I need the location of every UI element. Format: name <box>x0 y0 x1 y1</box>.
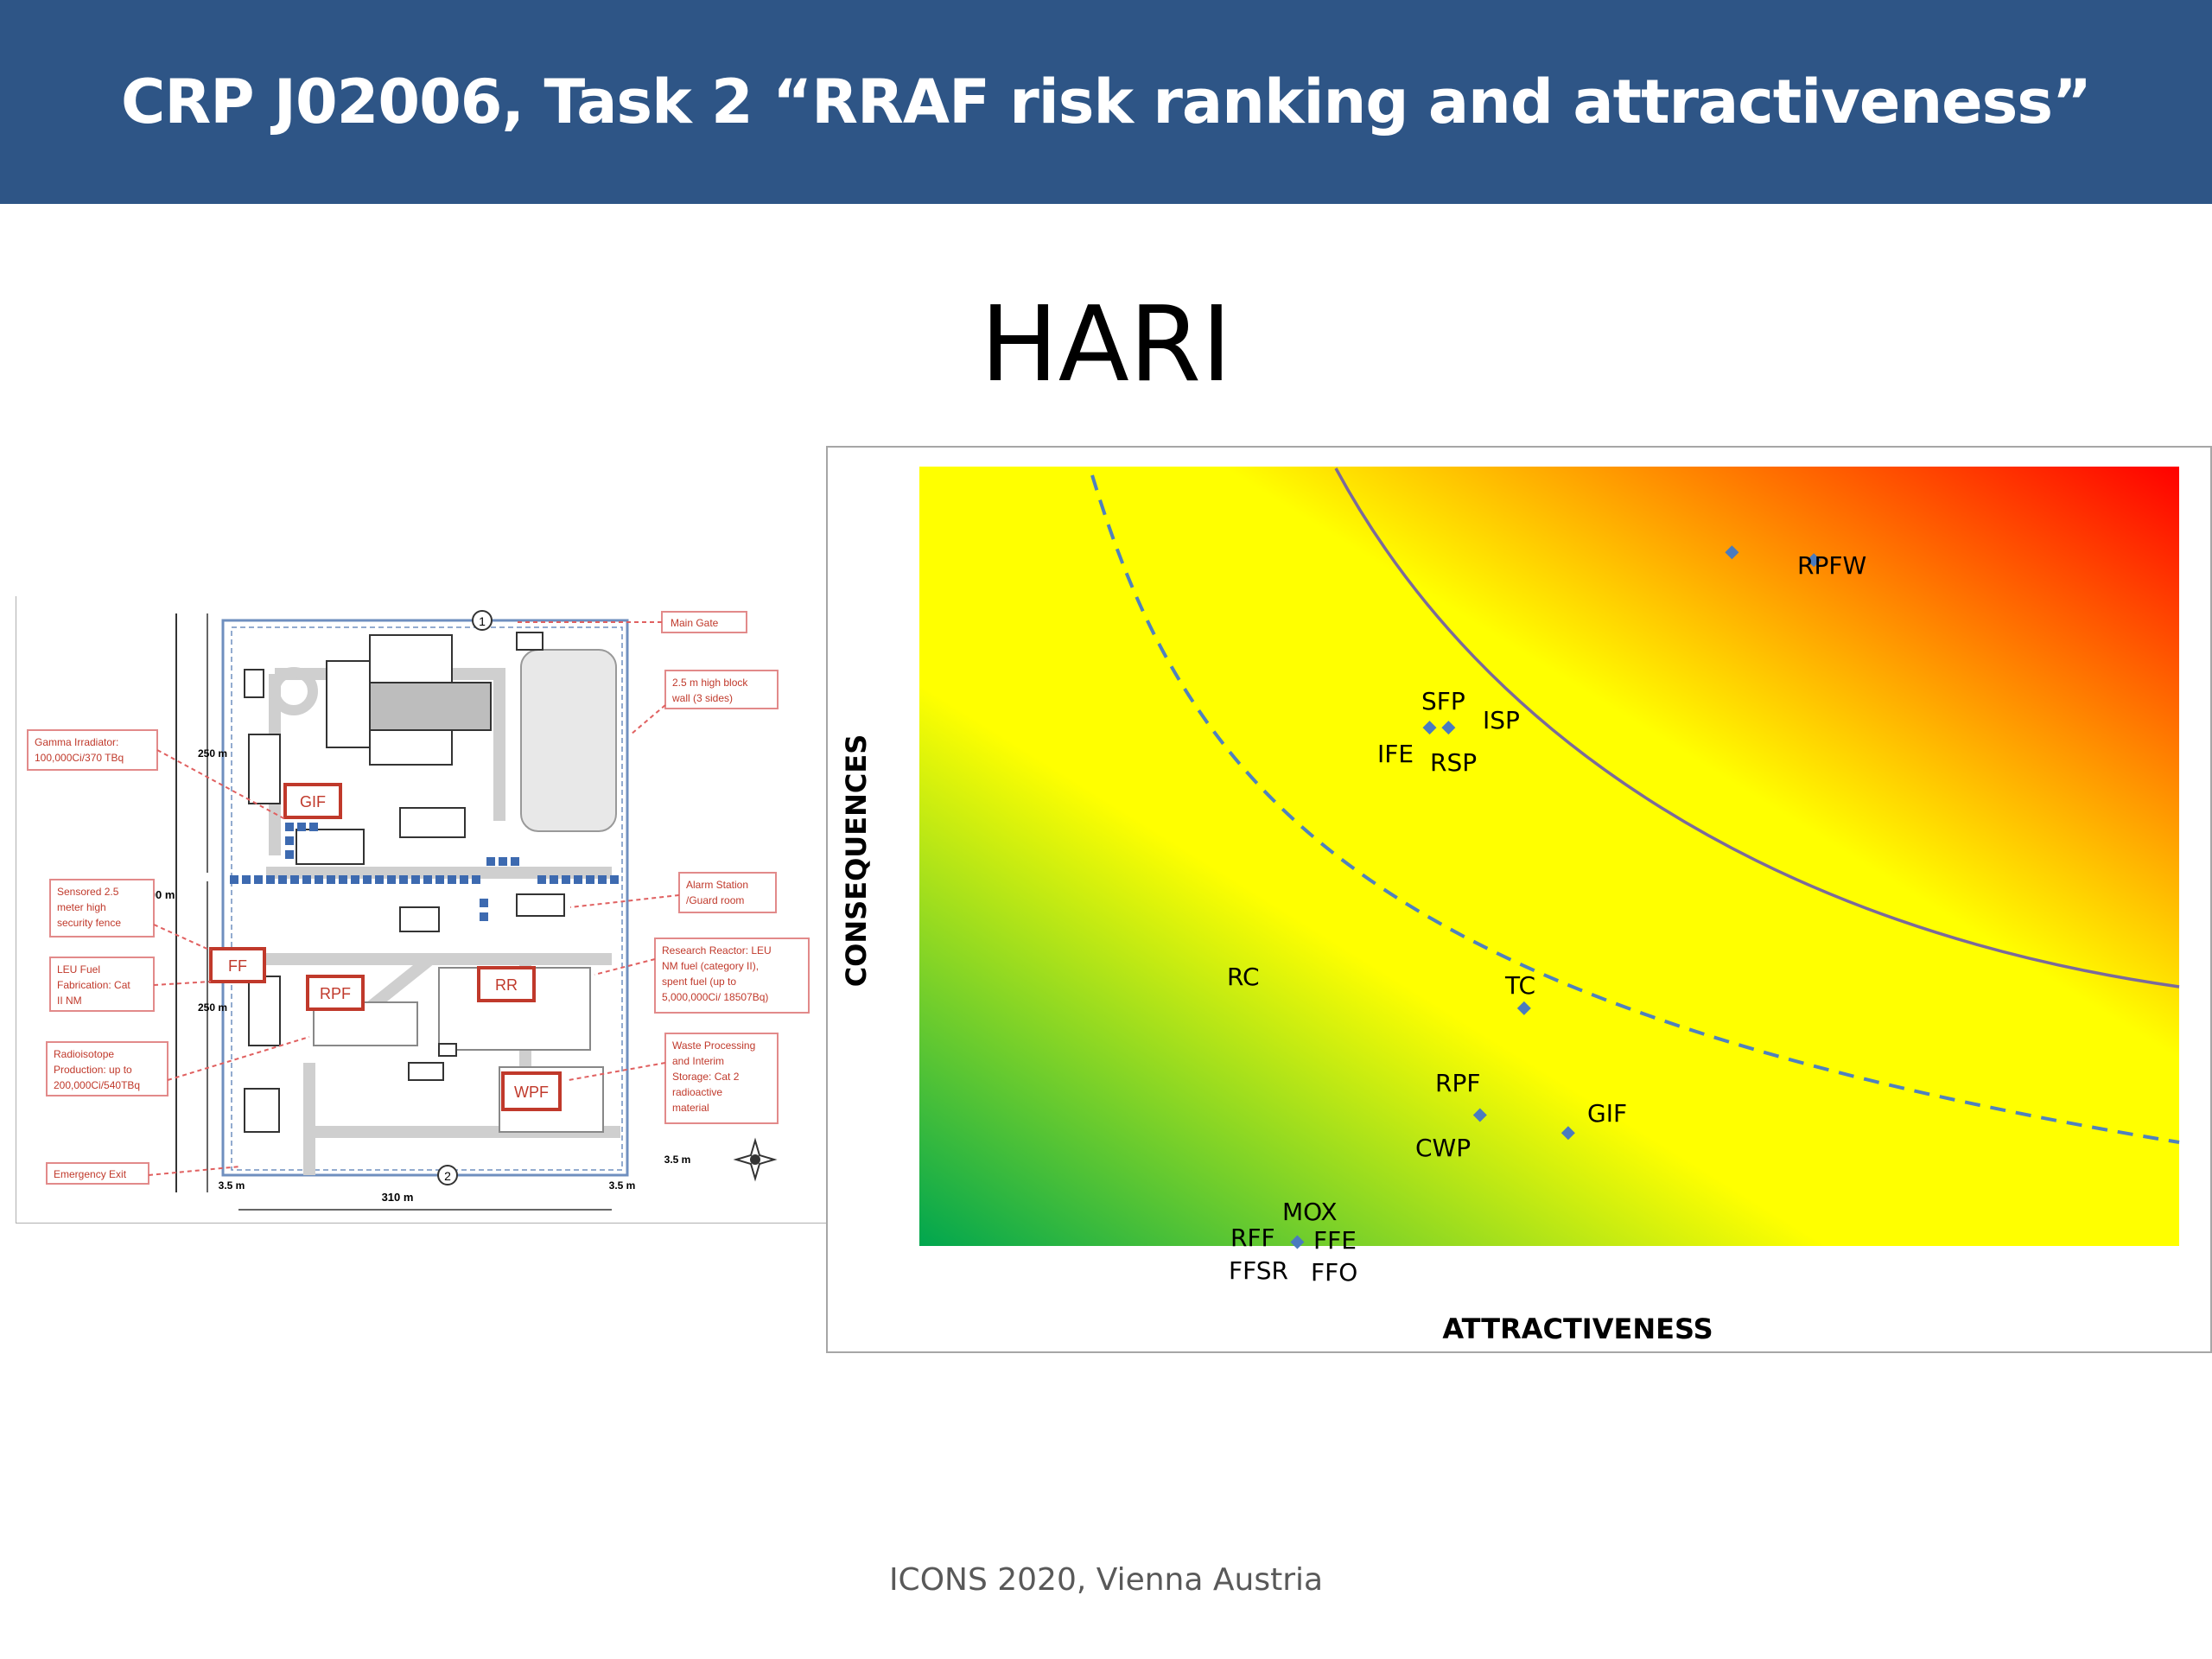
slide-footer: ICONS 2020, Vienna Austria <box>888 1562 1324 1598</box>
label-isp: ISP <box>1483 706 1520 734</box>
point-sfp <box>1422 721 1437 735</box>
callout-gamma-2: 100,000Ci/370 TBq <box>35 752 124 764</box>
header-banner: CRP J02006, Task 2 “RRAF risk ranking an… <box>0 0 2212 204</box>
label-rff: RFF <box>1230 1224 1275 1252</box>
point-gif <box>1560 1126 1575 1141</box>
point-isp <box>1441 721 1456 735</box>
callout-wall-2: wall (3 sides) <box>671 692 733 704</box>
label-rsp: RSP <box>1430 748 1477 777</box>
site-map-figure: GIF FF RPF RR WPF 1 2 500 m 250 m 250 m … <box>16 596 826 1224</box>
callout-radio-2: Production: up to <box>54 1064 132 1076</box>
dim-width: 310 m <box>382 1191 414 1204</box>
dim-right-offset: 3.5 m <box>609 1179 636 1192</box>
callout-fence-3: security fence <box>57 917 121 929</box>
label-ife: IFE <box>1377 740 1414 768</box>
label-ffo: FFO <box>1311 1258 1357 1287</box>
site-label-gif: GIF <box>300 793 326 810</box>
risk-matrix-svg: RC RPFW SFP IFE ISP RSP TC RPF CWP GIF M… <box>826 446 2212 1353</box>
callout-waste-5: material <box>672 1102 709 1114</box>
label-ffsr: FFSR <box>1229 1256 1288 1285</box>
callout-waste-3: Storage: Cat 2 <box>672 1071 740 1083</box>
label-rpfw: RPFW <box>1797 551 1866 580</box>
point-tc <box>1516 1001 1531 1015</box>
point-rpf <box>1472 1108 1487 1122</box>
callout-wall-1: 2.5 m high block <box>672 677 748 689</box>
threshold-solid-line <box>1334 467 2180 988</box>
label-cwp: CWP <box>1415 1134 1471 1162</box>
callout-fence-1: Sensored 2.5 <box>57 886 119 898</box>
callout-alarm-2: /Guard room <box>686 894 744 906</box>
slide-title: HARI <box>980 285 1232 405</box>
callout-gamma-1: Gamma Irradiator: <box>35 736 118 748</box>
risk-matrix-chart: RC RPFW SFP IFE ISP RSP TC RPF CWP GIF M… <box>826 446 2212 1353</box>
callout-reactor-4: 5,000,000Ci/ 18507Bq) <box>662 991 768 1003</box>
callout-main-gate: Main Gate <box>671 617 719 629</box>
callout-emergency: Emergency Exit <box>54 1168 127 1180</box>
callout-alarm-1: Alarm Station <box>686 879 748 891</box>
compass-icon <box>733 1137 778 1182</box>
callout-reactor-1: Research Reactor: LEU <box>662 944 772 957</box>
dim-upper-height: 250 m <box>198 747 227 760</box>
callout-fence-2: meter high <box>57 901 106 913</box>
callout-leu-2: Fabrication: Cat <box>57 979 130 991</box>
site-label-rr: RR <box>495 976 518 994</box>
label-gif: GIF <box>1587 1099 1627 1128</box>
x-axis-label: ATTRACTIVENESS <box>1442 1313 1713 1345</box>
dim-lower-height: 250 m <box>198 1001 227 1014</box>
point-rpfw <box>1807 553 1821 568</box>
label-sfp: SFP <box>1421 687 1465 715</box>
site-marker-1: 1 <box>479 614 486 628</box>
chart-marks <box>1290 545 1821 1249</box>
callout-waste-4: radioactive <box>672 1086 722 1098</box>
callout-radio-3: 200,000Ci/540TBq <box>54 1079 140 1091</box>
callout-reactor-3: spent fuel (up to <box>662 976 736 988</box>
point-mox <box>1290 1235 1305 1249</box>
label-ffe: FFE <box>1313 1226 1357 1255</box>
label-rc: RC <box>1227 963 1260 991</box>
slide-header-title: CRP J02006, Task 2 “RRAF risk ranking an… <box>120 67 2092 137</box>
dim-right-gap: 3.5 m <box>664 1154 691 1166</box>
threshold-dashed-line <box>1090 474 2180 1144</box>
callout-waste-1: Waste Processing <box>672 1039 755 1052</box>
y-axis-label: CONSEQUENCES <box>840 734 873 988</box>
site-label-wpf: WPF <box>514 1084 549 1101</box>
site-marker-2: 2 <box>444 1169 451 1183</box>
callout-waste-2: and Interim <box>672 1055 724 1067</box>
site-label-rpf: RPF <box>320 985 351 1002</box>
label-rpf: RPF <box>1435 1069 1480 1097</box>
risk-gradient-area <box>919 467 2179 1246</box>
site-label-ff: FF <box>228 957 247 975</box>
label-tc: TC <box>1504 971 1535 1000</box>
callout-radio-1: Radioisotope <box>54 1048 114 1060</box>
label-mox: MOX <box>1282 1198 1338 1226</box>
point-rc <box>1725 545 1739 560</box>
callout-leu-1: LEU Fuel <box>57 963 100 976</box>
callout-reactor-2: NM fuel (category II), <box>662 960 759 972</box>
dim-left-offset: 3.5 m <box>219 1179 245 1192</box>
site-map-drawing: GIF FF RPF RR WPF 1 2 500 m 250 m 250 m … <box>16 596 826 1224</box>
callout-leu-3: II NM <box>57 995 82 1007</box>
